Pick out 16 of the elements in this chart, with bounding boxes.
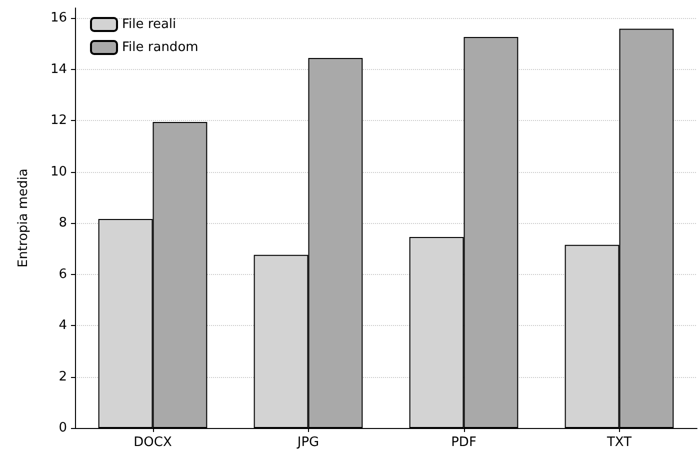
y-tick-label: 4 [58, 318, 67, 334]
x-tick-label: DOCX [134, 435, 172, 450]
y-tick-label: 14 [50, 62, 67, 77]
x-tick-label: TXT [606, 435, 632, 450]
y-tick-label: 12 [50, 113, 67, 128]
legend-label: File random [122, 40, 198, 55]
y-tick-label: 8 [58, 216, 67, 231]
y-tick-label: 16 [50, 10, 67, 26]
x-tick-label: PDF [451, 435, 476, 450]
y-axis-title: Entropia media [16, 168, 31, 268]
x-tick-label: JPG [296, 435, 320, 450]
y-tick-label: 2 [58, 369, 67, 384]
y-tick-label: 0 [58, 420, 67, 436]
y-tick-label: 10 [50, 164, 67, 180]
y-tick-label: 6 [58, 266, 67, 282]
legend-label: File reali [122, 17, 176, 32]
